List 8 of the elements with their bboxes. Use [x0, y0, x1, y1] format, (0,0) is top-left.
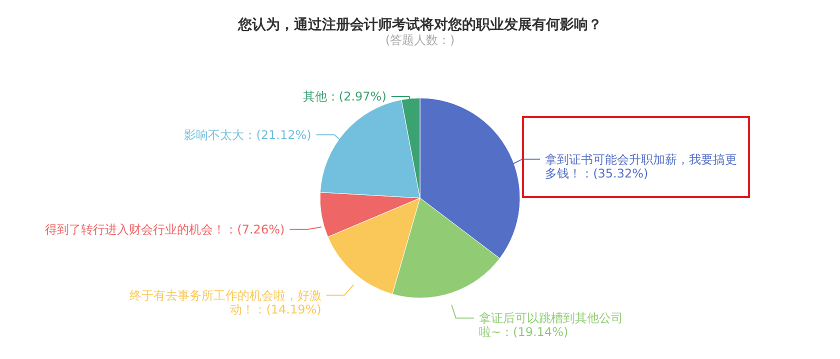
slice-label: 影响不太大：(21.12%) — [184, 128, 312, 142]
chart-title: 您认为，通过注册会计师考试将对您的职业发展有何影响？ — [237, 16, 602, 33]
slice-label: 拿到证书可能会升职加薪，我要搞更多钱！：(35.32%) — [545, 152, 738, 180]
slice-label: 其他：(2.97%) — [302, 89, 386, 104]
slice-label: 终于有去事务所工作的机会啦，好激动！：(14.19%) — [129, 288, 322, 316]
chart-subtitle: (答题人数：) — [385, 33, 455, 47]
slice-label: 得到了转行进入财会行业的机会！：(7.26%) — [45, 222, 285, 236]
slice-label: 拿证后可以跳槽到其他公司啦~：(19.14%) — [478, 311, 623, 340]
